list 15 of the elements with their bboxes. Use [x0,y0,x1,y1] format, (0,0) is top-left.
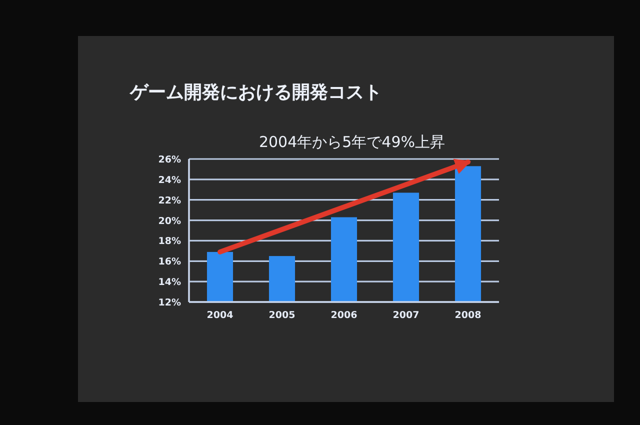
x-tick-label: 2005 [268,310,296,321]
x-tick-label: 2004 [206,310,234,321]
y-tick-label: 16% [158,256,182,268]
y-tick-label: 12% [158,298,182,308]
x-tick-label: 2006 [330,310,358,321]
x-tick-label: 2007 [392,310,420,321]
subtitle: 2004年から5年で49%上昇 [258,133,446,151]
y-tick-label: 22% [158,195,182,206]
y-tick-label: 26% [158,154,182,166]
x-tick-label: 2008 [454,310,482,321]
y-tick-label: 24% [158,174,182,186]
y-tick-label: 20% [158,216,182,227]
title: ゲーム開発における開発コスト [130,82,382,103]
y-tick-label: 18% [158,236,182,248]
y-tick-label: 14% [158,277,182,288]
